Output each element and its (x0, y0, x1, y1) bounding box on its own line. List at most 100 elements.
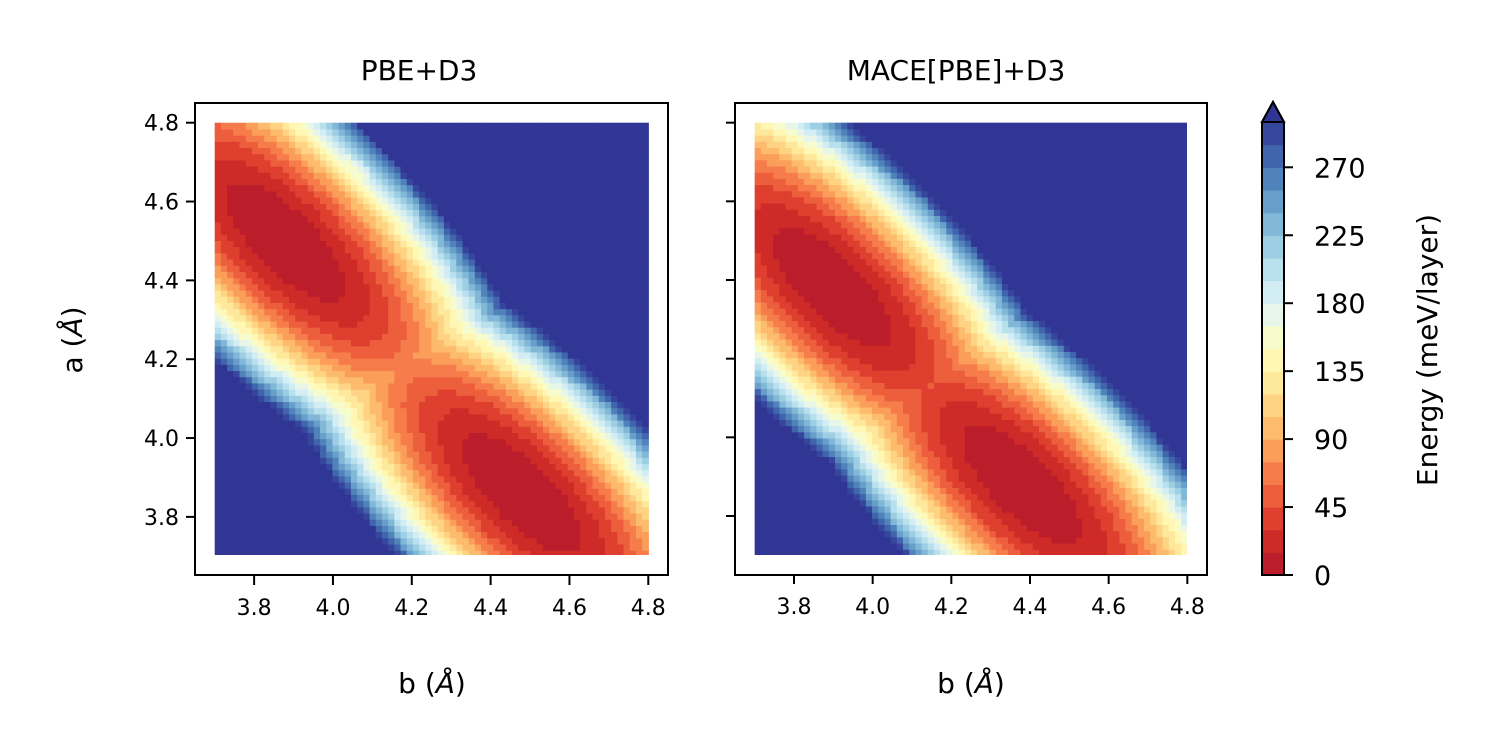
contour-cell (580, 234, 587, 241)
contour-cell (264, 364, 272, 372)
contour-cell (623, 135, 631, 142)
contour-cell (604, 122, 612, 130)
contour-cell (536, 345, 544, 353)
contour-cell (251, 302, 259, 310)
contour-cell (350, 153, 358, 161)
contour-cell (592, 444, 600, 452)
contour-cell (295, 190, 303, 198)
contour-cell (604, 389, 612, 396)
contour-cell (617, 271, 625, 279)
contour-cell (326, 234, 333, 241)
contour-cell (635, 469, 643, 477)
contour-cell (289, 519, 296, 526)
contour-cell (381, 389, 389, 396)
contour-cell (555, 234, 563, 241)
contour-cell (320, 166, 327, 173)
contour-cell (580, 333, 587, 341)
contour-cell (635, 197, 643, 204)
contour-cell (468, 215, 476, 223)
contour-cell (611, 444, 618, 452)
contour-cell (499, 190, 507, 198)
contour-cell (220, 481, 228, 489)
contour-cell (406, 333, 414, 341)
contour-cell (264, 339, 272, 347)
contour-cell (573, 147, 581, 155)
contour-cell (220, 463, 228, 471)
contour-cell (295, 444, 303, 452)
contour-cell (320, 364, 327, 372)
contour-cell (592, 184, 600, 192)
contour-cell (282, 550, 290, 555)
contour-cell (518, 190, 526, 198)
contour-cell (611, 320, 618, 328)
contour-cell (512, 531, 519, 539)
contour-cell (512, 506, 519, 514)
contour-cell (357, 159, 364, 167)
contour-cell (512, 413, 519, 421)
contour-cell (289, 506, 296, 514)
contour-cell (524, 184, 532, 192)
contour-cell (369, 228, 377, 235)
contour-cell (623, 457, 631, 464)
contour-cell (443, 413, 451, 421)
contour-cell (462, 296, 470, 303)
contour-cell (518, 407, 526, 415)
contour-cell (313, 525, 321, 533)
contour-cell (573, 426, 581, 434)
contour-cell (251, 197, 259, 204)
contour-cell (456, 271, 464, 279)
contour-cell (320, 190, 327, 198)
contour-cell (344, 358, 352, 365)
contour-cell (412, 320, 420, 328)
contour-cell (617, 283, 625, 291)
contour-cell (332, 450, 340, 458)
contour-cell (239, 550, 247, 555)
contour-cell (251, 289, 259, 297)
contour-cell (592, 463, 600, 471)
contour-cell (443, 135, 451, 142)
contour-cell (375, 172, 383, 180)
contour-cell (295, 420, 303, 427)
contour-cell (524, 265, 532, 272)
contour-cell (450, 444, 457, 452)
contour-cell (220, 302, 228, 310)
contour-cell (555, 407, 563, 415)
contour-cell (350, 314, 358, 322)
contour-cell (518, 457, 526, 464)
contour-cell (320, 209, 327, 217)
contour-cell (320, 246, 327, 254)
contour-cell (270, 457, 278, 464)
contour-cell (456, 376, 464, 384)
contour-cell (227, 215, 234, 223)
contour-cell (214, 122, 222, 130)
contour-cell (350, 543, 358, 551)
contour-cell (419, 488, 426, 495)
contour-cell (295, 302, 303, 310)
contour-cell (505, 209, 513, 217)
contour-cell (233, 531, 241, 539)
contour-cell (313, 252, 321, 260)
contour-cell (468, 364, 476, 372)
contour-cell (214, 320, 222, 328)
contour-cell (549, 525, 556, 533)
contour-cell (754, 264, 762, 272)
contour-cell (580, 531, 587, 539)
contour-cell (542, 234, 550, 241)
contour-cell (313, 488, 321, 495)
contour-cell (375, 395, 383, 403)
contour-cell (350, 469, 358, 477)
contour-cell (481, 469, 488, 477)
contour-cell (555, 141, 563, 149)
contour-cell (357, 444, 364, 452)
contour-cell (623, 370, 631, 378)
contour-cell (289, 135, 296, 142)
contour-cell (350, 240, 358, 248)
contour-cell (456, 401, 464, 409)
contour-cell (326, 203, 333, 211)
contour-cell (512, 228, 519, 235)
contour-cell (412, 283, 420, 291)
contour-cell (555, 543, 563, 551)
contour-cell (629, 463, 637, 471)
contour-cell (450, 166, 457, 173)
contour-cell (245, 147, 253, 155)
